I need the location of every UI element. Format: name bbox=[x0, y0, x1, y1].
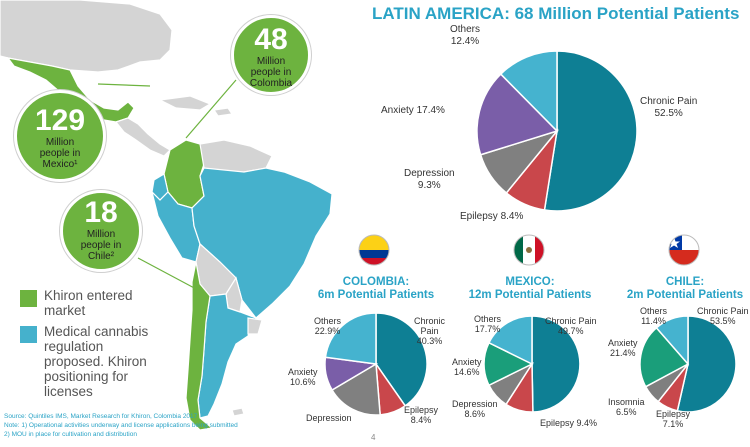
colombia-label-others: Others 22.9% bbox=[314, 316, 342, 336]
mexico-slice-chronic-pain bbox=[531, 315, 581, 413]
legend-medical-swatch bbox=[20, 326, 37, 343]
latam-label-anxiety: Anxiety 17.4% bbox=[381, 105, 445, 116]
legend-khiron-label: Khiron entered market bbox=[44, 288, 133, 318]
colombia-slice-others bbox=[324, 312, 377, 365]
legend-khiron-swatch bbox=[20, 290, 37, 307]
colombia-label-depression: Depression bbox=[306, 413, 352, 423]
colombia-population-text: Million people in Colombia bbox=[249, 56, 293, 89]
colombia-chart-title: COLOMBIA: 6m Potential Patients bbox=[317, 276, 435, 301]
footnote-note1: Note: 1) Operational activities underway… bbox=[4, 422, 238, 429]
colombia-slice-depression bbox=[331, 362, 381, 416]
latin-america-map bbox=[0, 0, 333, 430]
chile-population-text: Million people in Chile² bbox=[80, 229, 122, 262]
page-number: 4 bbox=[371, 433, 376, 442]
latam-label-chronic-pain: Chronic Pain 52.5% bbox=[640, 96, 698, 119]
legend-khiron: Khiron entered market bbox=[20, 288, 133, 318]
chile-chart-title: CHILE: 2m Potential Patients bbox=[626, 276, 744, 301]
map-chile bbox=[185, 261, 214, 430]
latam-slice-anxiety bbox=[476, 73, 559, 156]
mexico-slice-others bbox=[487, 315, 533, 366]
mexico-label-depression: Depression 8.6% bbox=[452, 399, 498, 419]
colombia-population-number: 48 bbox=[254, 23, 288, 56]
chile-label-anxiety: Anxiety 21.4% bbox=[608, 338, 638, 358]
mexico-population-bubble: 129 Million people in Mexico¹ bbox=[14, 90, 106, 182]
footnote-note2: 2) MOU in place for cultivation and dist… bbox=[4, 431, 137, 438]
legend-medical-label: Medical cannabis regulation proposed. Kh… bbox=[44, 324, 149, 399]
colombia-connector-line bbox=[185, 79, 237, 139]
mexico-label-anxiety: Anxiety 14.6% bbox=[452, 357, 482, 377]
chile-population-bubble: 18 Million people in Chile² bbox=[60, 190, 142, 272]
mexico-label-others: Others 17.7% bbox=[474, 314, 502, 334]
chile-flag-icon bbox=[668, 234, 700, 266]
colombia-label-anxiety: Anxiety 10.6% bbox=[288, 367, 318, 387]
colombia-label-chronic-pain: Chronic Pain 40.3% bbox=[414, 316, 446, 346]
footnote-source: Source: Quintiles IMS, Market Research f… bbox=[4, 413, 198, 420]
chile-slice-chronic-pain bbox=[676, 315, 737, 413]
mexico-chart-title: MEXICO: 12m Potential Patients bbox=[468, 276, 592, 301]
chile-label-chronic-pain: Chronic Pain 53.5% bbox=[697, 306, 749, 326]
mexico-label-chronic-pain: Chronic Pain 49.7% bbox=[545, 316, 597, 336]
mexico-connector-line bbox=[97, 83, 151, 87]
chile-slice-others bbox=[655, 315, 689, 367]
colombia-label-epilepsy: Epilepsy 8.4% bbox=[404, 405, 439, 425]
latam-slice-others bbox=[499, 50, 558, 133]
chile-label-others: Others 11.4% bbox=[640, 306, 668, 326]
legend-medical: Medical cannabis regulation proposed. Kh… bbox=[20, 324, 148, 399]
chile-label-epilepsy: Epilepsy 7.1% bbox=[656, 409, 691, 429]
chile-population-number: 18 bbox=[84, 196, 118, 229]
chile-connector-line bbox=[137, 257, 199, 291]
colombia-flag-icon bbox=[358, 234, 390, 266]
map-mexico bbox=[6, 57, 135, 123]
chile-slice-anxiety bbox=[639, 326, 690, 388]
latam-label-depression: Depression 9.3% bbox=[404, 168, 455, 191]
mexico-population-number: 129 bbox=[34, 104, 86, 137]
map-caribbean bbox=[157, 95, 212, 111]
mexico-flag-icon bbox=[513, 234, 545, 266]
colombia-slice-chronic-pain bbox=[375, 312, 428, 407]
mexico-label-epilepsy: Epilepsy 9.4% bbox=[540, 418, 598, 428]
latam-label-epilepsy: Epilepsy 8.4% bbox=[460, 211, 524, 222]
chile-label-insomnia: Insomnia 6.5% bbox=[608, 397, 645, 417]
main-chart-title: LATIN AMERICA: 68 Million Potential Pati… bbox=[372, 4, 740, 23]
map-uruguay bbox=[247, 317, 263, 335]
map-brazil bbox=[191, 167, 333, 319]
latam-label-others: Others 12.4% bbox=[450, 24, 481, 47]
latam-slice-chronic-pain bbox=[543, 50, 638, 212]
colombia-population-bubble: 48 Million people in Colombia bbox=[231, 15, 311, 95]
mexico-population-text: Million people in Mexico¹ bbox=[39, 137, 81, 170]
